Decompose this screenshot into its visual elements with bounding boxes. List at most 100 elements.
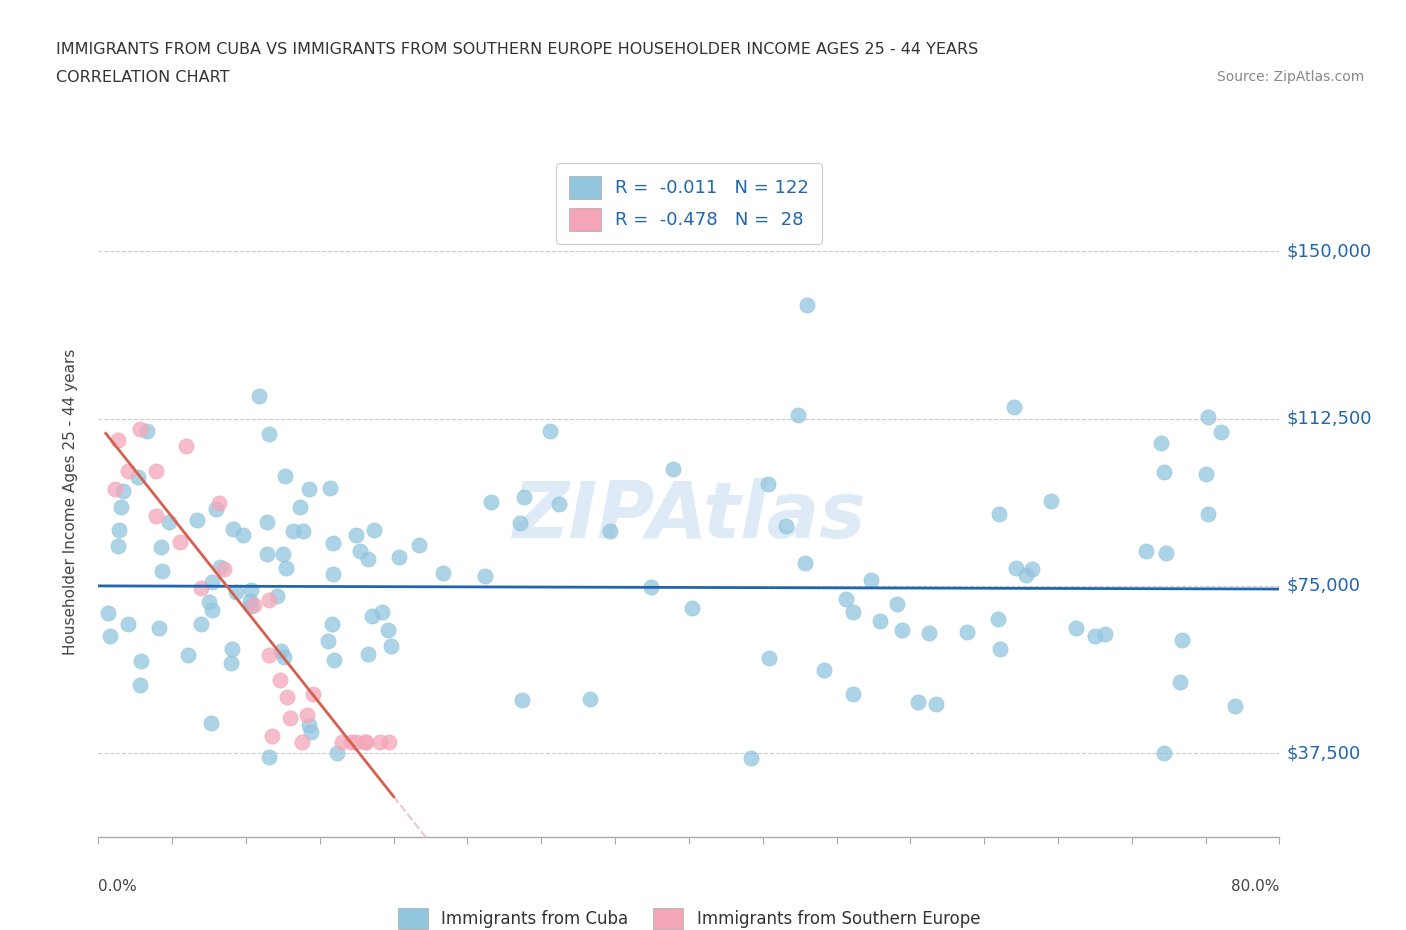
Point <box>239 583 262 598</box>
Point <box>891 622 914 637</box>
Point <box>681 601 703 616</box>
Point <box>835 591 858 606</box>
Point <box>127 470 149 485</box>
Point <box>212 562 235 577</box>
Point <box>209 559 232 574</box>
Point <box>190 617 212 631</box>
Point <box>332 735 354 750</box>
Point <box>538 424 561 439</box>
Point <box>579 692 602 707</box>
Point <box>786 408 808 423</box>
Point <box>361 609 384 624</box>
Text: $112,500: $112,500 <box>1286 409 1372 428</box>
Point <box>186 512 208 527</box>
Point <box>322 652 344 667</box>
Point <box>322 566 344 581</box>
Point <box>98 628 121 643</box>
Point <box>758 650 780 665</box>
Point <box>1153 746 1175 761</box>
Point <box>200 715 222 730</box>
Point <box>325 746 347 761</box>
Point <box>513 490 536 505</box>
Text: $150,000: $150,000 <box>1286 242 1372 260</box>
Point <box>794 555 817 570</box>
Point <box>510 693 533 708</box>
Point <box>205 502 228 517</box>
Point <box>640 579 662 594</box>
Point <box>260 729 283 744</box>
Point <box>1154 545 1177 560</box>
Point <box>1197 507 1219 522</box>
Point <box>661 461 683 476</box>
Point <box>354 735 377 750</box>
Text: 0.0%: 0.0% <box>98 879 138 894</box>
Point <box>1064 620 1087 635</box>
Point <box>274 560 297 575</box>
Point <box>117 464 139 479</box>
Text: $75,000: $75,000 <box>1286 577 1361 595</box>
Point <box>1084 629 1107 644</box>
Point <box>177 647 200 662</box>
Point <box>1153 464 1175 479</box>
Point <box>97 605 120 620</box>
Point <box>925 697 948 711</box>
Point <box>174 438 197 453</box>
Point <box>257 647 280 662</box>
Point <box>297 718 319 733</box>
Text: ZIPAtlas: ZIPAtlas <box>512 478 866 553</box>
Text: CORRELATION CHART: CORRELATION CHART <box>56 70 229 85</box>
Text: IMMIGRANTS FROM CUBA VS IMMIGRANTS FROM SOUTHERN EUROPE HOUSEHOLDER INCOME AGES : IMMIGRANTS FROM CUBA VS IMMIGRANTS FROM … <box>56 42 979 57</box>
Point <box>1150 435 1173 450</box>
Point <box>956 624 979 639</box>
Point <box>278 711 301 725</box>
Point <box>321 616 343 631</box>
Point <box>298 481 321 496</box>
Point <box>1094 626 1116 641</box>
Point <box>599 523 621 538</box>
Point <box>1135 543 1157 558</box>
Point <box>509 515 531 530</box>
Text: Source: ZipAtlas.com: Source: ZipAtlas.com <box>1216 70 1364 84</box>
Point <box>169 535 191 550</box>
Point <box>288 499 311 514</box>
Point <box>149 539 172 554</box>
Point <box>247 389 270 404</box>
Point <box>225 584 247 599</box>
Point <box>322 536 344 551</box>
Point <box>987 612 1010 627</box>
Point <box>1195 467 1218 482</box>
Point <box>257 749 280 764</box>
Point <box>128 421 150 436</box>
Point <box>221 656 243 671</box>
Point <box>813 663 835 678</box>
Point <box>239 598 262 613</box>
Point <box>232 528 254 543</box>
Point <box>479 495 502 510</box>
Point <box>388 550 411 565</box>
Point <box>145 509 167 524</box>
Point <box>368 735 391 750</box>
Point <box>1005 560 1028 575</box>
Text: $37,500: $37,500 <box>1286 744 1361 763</box>
Point <box>1002 400 1025 415</box>
Point <box>860 573 883 588</box>
Point <box>222 522 245 537</box>
Point <box>148 620 170 635</box>
Point <box>356 646 378 661</box>
Point <box>269 672 291 687</box>
Point <box>1015 567 1038 582</box>
Point <box>291 735 314 750</box>
Point <box>129 678 152 693</box>
Point <box>107 538 129 553</box>
Y-axis label: Householder Income Ages 25 - 44 years: Householder Income Ages 25 - 44 years <box>63 349 77 656</box>
Point <box>271 547 294 562</box>
Point <box>110 499 132 514</box>
Point <box>201 603 224 618</box>
Point <box>1168 674 1191 689</box>
Point <box>432 565 454 580</box>
Point <box>349 543 371 558</box>
Point <box>274 469 297 484</box>
Point <box>256 514 278 529</box>
Point <box>548 497 571 512</box>
Point <box>104 481 127 496</box>
